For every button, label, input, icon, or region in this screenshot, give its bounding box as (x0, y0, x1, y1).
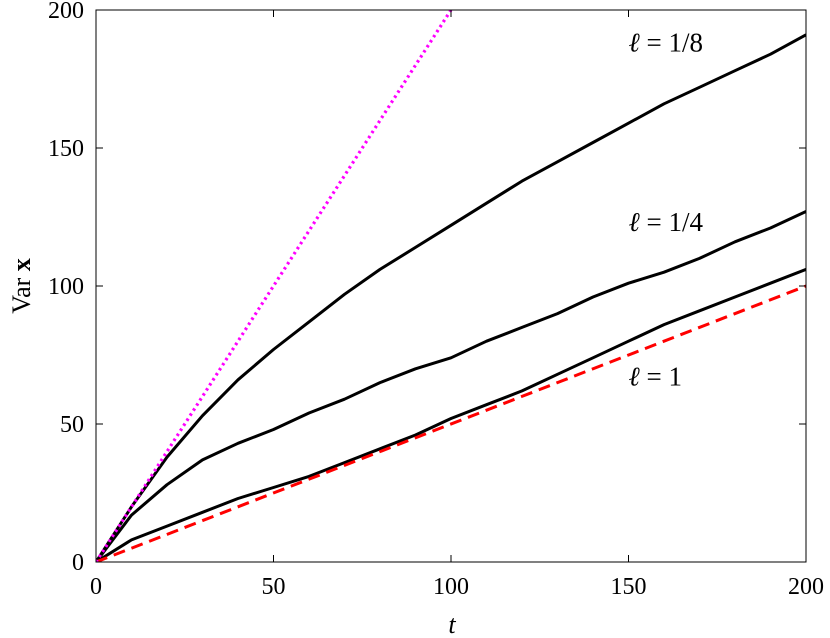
curve-annotation-3: ℓ = 1 (629, 361, 682, 391)
curve-annotation-2: ℓ = 1/4 (629, 207, 704, 237)
annotations: ℓ = 1/8 ℓ = 1/4 ℓ = 1 (629, 27, 704, 391)
y-tick-label: 0 (72, 550, 84, 576)
series-line-1 (96, 33, 806, 562)
series-line-2 (96, 210, 806, 562)
plot-frame (95, 9, 807, 563)
x-tick-label: 150 (611, 574, 647, 600)
tick-labels: 0 50 100 150 200 0 50 100 150 200 (48, 0, 824, 600)
x-tick-label: 50 (262, 574, 286, 600)
curve-annotation-1: ℓ = 1/8 (629, 27, 703, 57)
x-tick-label: 100 (433, 574, 469, 600)
ticks-layer (95, 9, 807, 563)
y-tick-label: 150 (48, 136, 84, 162)
y-axis-label-text: Var x (7, 258, 36, 314)
x-axis-label: t (448, 610, 456, 638)
x-tick-label: 200 (788, 574, 824, 600)
series-line-5 (96, 10, 453, 562)
y-tick-label: 200 (48, 0, 84, 24)
y-axis-label: Var x (7, 258, 36, 314)
x-tick-label: 0 (90, 574, 102, 600)
y-tick-label: 50 (60, 412, 84, 438)
y-tick-label: 100 (48, 274, 84, 300)
series-line-4 (96, 284, 806, 562)
series-layer (96, 10, 806, 562)
series-line-3 (96, 268, 806, 562)
